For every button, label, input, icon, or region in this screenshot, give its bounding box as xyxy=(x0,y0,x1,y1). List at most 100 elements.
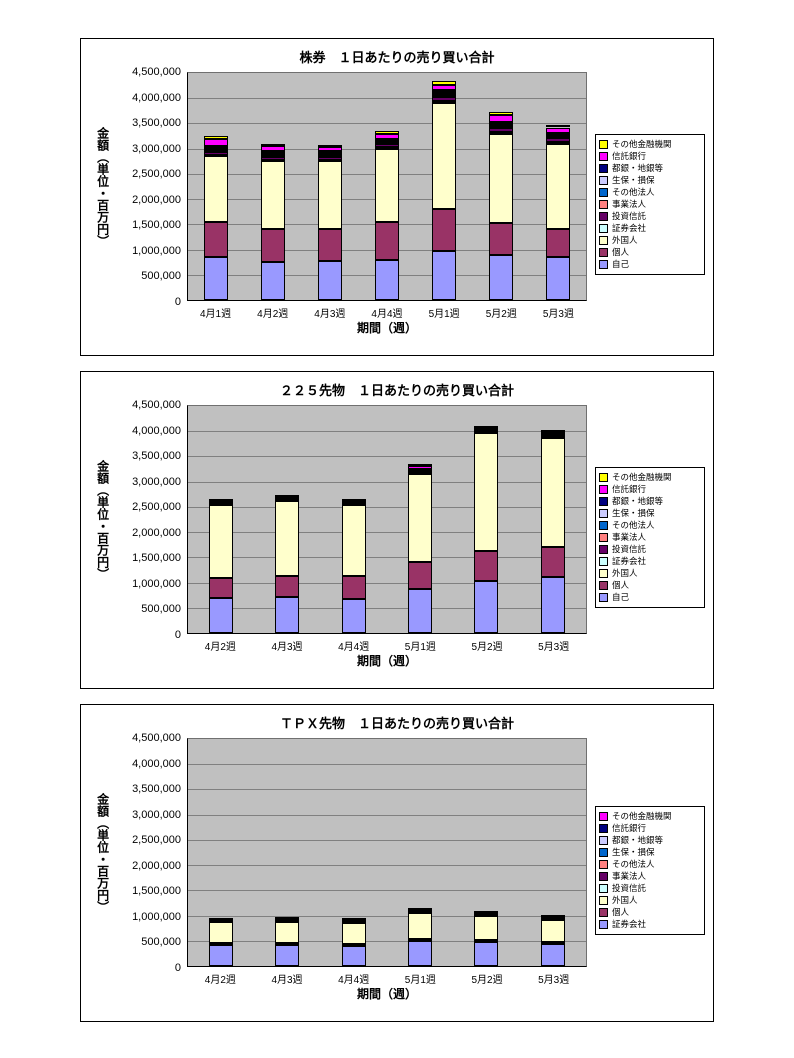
bar-segment xyxy=(431,209,456,251)
stacked-bar xyxy=(540,739,565,966)
bar-slot xyxy=(359,73,416,300)
bar-segment xyxy=(275,917,300,920)
legend-item: 都銀・地銀等 xyxy=(599,835,701,846)
x-category-label: 5月2週 xyxy=(471,642,503,653)
bar-segment xyxy=(204,221,229,258)
legend-label: 個人 xyxy=(612,906,630,917)
y-tick-label: 0 xyxy=(174,629,181,641)
gridline xyxy=(188,532,586,534)
bar-slot xyxy=(453,406,519,633)
bar-segment xyxy=(474,942,499,966)
x-axis-labels: 4月2週 4月3週 4月4週 5月1週 5月2週 5月3週 xyxy=(187,634,587,653)
legend-label: 生保・損保 xyxy=(612,507,655,518)
gridline xyxy=(188,890,586,892)
legend-swatch-icon xyxy=(599,835,608,845)
chart-tpx-futures: ＴＰＸ先物 １日あたりの売り買い合計 金額（単位・百万円） 0 500,000 1,… xyxy=(80,704,714,1022)
x-category-label: 4月1週 xyxy=(200,309,232,320)
plot-area xyxy=(187,72,587,301)
bar-segment xyxy=(209,505,234,578)
bar-segment xyxy=(545,132,570,135)
x-category-label: 5月2週 xyxy=(471,975,503,986)
legend-swatch-icon xyxy=(599,163,608,173)
x-category-label: 4月4週 xyxy=(338,975,370,986)
bar-segment xyxy=(375,221,399,260)
plot-column: 4月1週 4月2週 4月3週 4月4週 5月1週 5月2週 5月3週 期間（週） xyxy=(187,72,587,336)
bar-segment xyxy=(488,114,513,123)
gridline xyxy=(188,789,586,791)
stacked-bar xyxy=(375,73,399,300)
bar-segment xyxy=(431,91,456,94)
bar-segment xyxy=(375,148,399,222)
bar-segment xyxy=(474,911,499,914)
bar-slot xyxy=(188,73,245,300)
legend-label: 個人 xyxy=(612,579,630,590)
bar-segment xyxy=(545,141,570,144)
y-tick-label: 2,000,000 xyxy=(132,859,181,872)
x-category-label: 5月2週 xyxy=(485,309,517,320)
bar-segment xyxy=(375,259,399,300)
y-tick-label: 1,500,000 xyxy=(132,552,181,565)
y-tick-label: 3,000,000 xyxy=(132,142,181,155)
bar-segment xyxy=(540,429,565,432)
bar-segment xyxy=(318,156,343,160)
y-axis-title: 金額（単位・百万円） xyxy=(95,460,110,580)
bar-segment xyxy=(341,598,366,633)
bar-segment xyxy=(488,123,513,126)
legend-label: 信託銀行 xyxy=(612,150,647,161)
legend-swatch-icon xyxy=(599,811,608,821)
chart-stocks: 株券 １日あたりの売り買い合計 金額（単位・百万円） 0 500,000 1,000… xyxy=(80,38,714,356)
bar-segment xyxy=(474,433,499,551)
gridline xyxy=(188,123,586,125)
x-axis-title: 期間（週） xyxy=(356,654,417,668)
bar-segment xyxy=(261,150,286,153)
bar-segment xyxy=(204,145,229,148)
legend-label: 事業法人 xyxy=(612,198,647,209)
stacked-bar xyxy=(318,73,343,300)
bar-segment xyxy=(474,940,499,943)
y-tick-label: 500,000 xyxy=(141,270,181,283)
bar-segment xyxy=(408,907,433,910)
legend-swatch-icon xyxy=(599,871,608,881)
bar-segment xyxy=(275,501,300,576)
y-axis-title: 金額（単位・百万円） xyxy=(95,127,110,247)
bars xyxy=(188,73,586,300)
y-tick-label: 1,000,000 xyxy=(132,910,181,923)
bar-segment xyxy=(204,138,229,147)
bar-segment xyxy=(261,156,286,160)
bar-segment xyxy=(261,229,286,263)
legend-label: 自己 xyxy=(612,591,630,602)
bar-segment xyxy=(545,124,570,128)
legend-item: 外国人 xyxy=(599,568,701,579)
bar-segment xyxy=(261,152,286,155)
legend-label: 信託銀行 xyxy=(612,822,647,833)
bar-segment xyxy=(204,136,229,139)
x-category-label: 4月2週 xyxy=(204,975,236,986)
legend-swatch-icon xyxy=(599,907,608,917)
x-category-label: 5月3週 xyxy=(538,975,570,986)
bar-segment xyxy=(209,499,234,502)
bar-segment xyxy=(341,505,366,576)
legend-label: 個人 xyxy=(612,246,630,257)
stacked-bar xyxy=(204,73,229,300)
x-category-label: 4月3週 xyxy=(271,975,303,986)
legend-swatch-icon xyxy=(599,520,608,530)
legend-item: 事業法人 xyxy=(599,532,701,543)
chart-body: 金額（単位・百万円） 0 500,000 1,000,000 1,500,000 2,0… xyxy=(89,66,705,336)
bar-segment xyxy=(318,147,343,152)
stacked-bar xyxy=(431,73,456,300)
plot-column: 4月2週 4月3週 4月4週 5月1週 5月2週 5月3週 期間（週） xyxy=(187,738,587,1002)
bar-segment xyxy=(318,152,343,155)
y-axis-ticks: 0 500,000 1,000,000 1,500,000 2,000,000 2,500… xyxy=(115,732,187,974)
legend-label: 都銀・地銀等 xyxy=(612,495,664,506)
bar-segment xyxy=(204,151,229,155)
gridline xyxy=(188,839,586,841)
x-axis-labels: 4月2週 4月3週 4月4週 5月1週 5月2週 5月3週 xyxy=(187,967,587,986)
legend-item: その他法人 xyxy=(599,859,701,870)
bar-segment xyxy=(408,463,433,466)
y-tick-label: 2,000,000 xyxy=(132,526,181,539)
y-tick-label: 4,500,000 xyxy=(132,66,181,78)
bar-segment xyxy=(209,597,234,633)
y-tick-label: 2,500,000 xyxy=(132,834,181,847)
y-tick-label: 500,000 xyxy=(141,936,181,949)
bar-segment xyxy=(408,473,433,563)
